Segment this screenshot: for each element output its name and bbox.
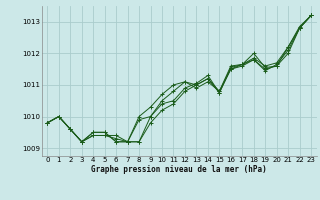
X-axis label: Graphe pression niveau de la mer (hPa): Graphe pression niveau de la mer (hPa) xyxy=(91,165,267,174)
